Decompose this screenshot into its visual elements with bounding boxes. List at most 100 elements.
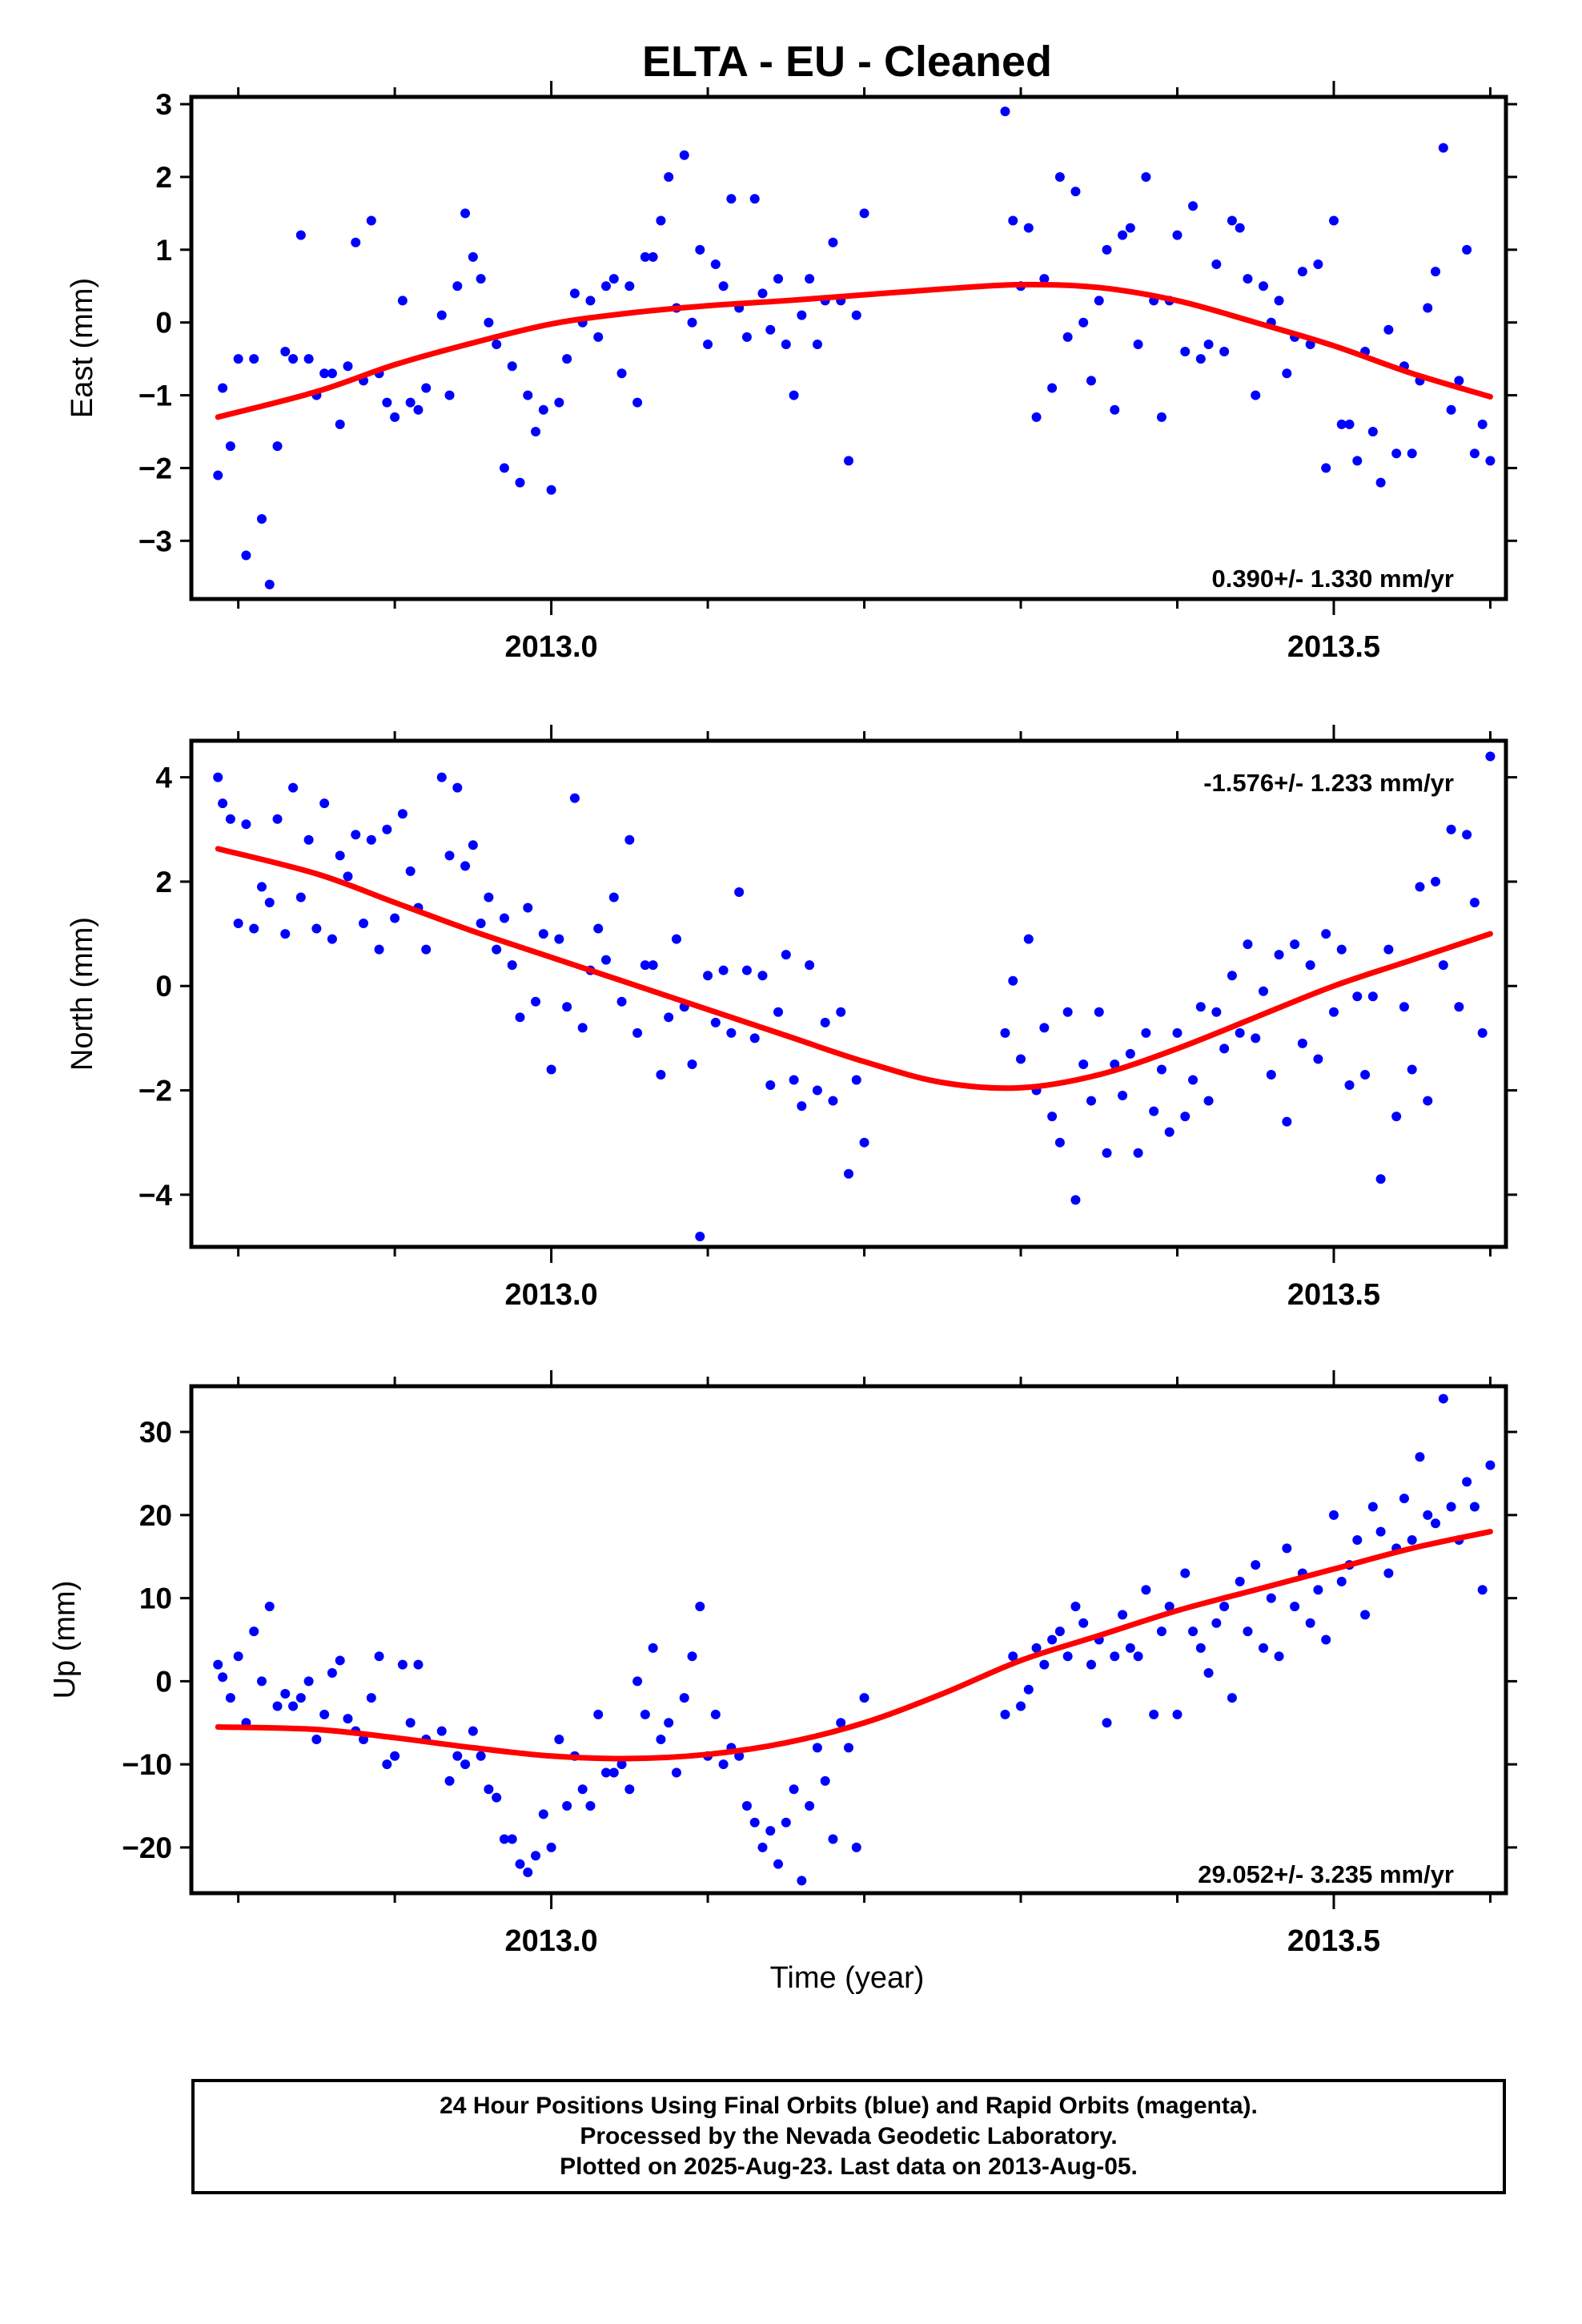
data-point [531, 1851, 541, 1861]
caption-line: 24 Hour Positions Using Final Orbits (bl… [440, 2093, 1258, 2119]
data-point [703, 339, 713, 349]
data-point [820, 1017, 830, 1027]
data-point [531, 427, 541, 436]
data-point [303, 834, 314, 845]
data-point [492, 339, 502, 349]
data-point [718, 281, 729, 292]
data-point [1078, 317, 1089, 328]
data-point [1172, 1027, 1182, 1038]
data-point [213, 1659, 223, 1670]
data-point [538, 404, 548, 415]
data-point [1462, 1477, 1472, 1487]
x-tick-label: 2013.0 [504, 630, 597, 664]
data-point [288, 354, 299, 364]
y-tick-label: −2 [139, 1075, 172, 1108]
data-point [1290, 939, 1300, 950]
data-point [1274, 296, 1284, 306]
y-tick-label: −10 [122, 1748, 172, 1781]
data-point [452, 281, 463, 292]
data-point [397, 1659, 408, 1670]
data-point [468, 840, 478, 850]
data-point [225, 814, 235, 824]
data-point [264, 579, 275, 589]
data-point [1438, 960, 1448, 971]
data-point [805, 1801, 815, 1811]
data-point [1070, 1195, 1081, 1205]
data-point [1203, 1096, 1214, 1106]
data-point [695, 1231, 705, 1241]
data-point [1282, 368, 1292, 379]
data-point [1133, 1651, 1143, 1662]
data-point [569, 288, 580, 299]
data-point [554, 1735, 564, 1745]
data-point [569, 793, 580, 803]
data-point [460, 861, 471, 871]
data-point [335, 419, 345, 429]
data-point [616, 368, 627, 379]
data-point [413, 1659, 424, 1670]
data-point [679, 150, 689, 160]
data-point [303, 354, 314, 364]
fit-line [215, 281, 1493, 420]
data-point [781, 950, 791, 960]
data-point [1102, 1718, 1112, 1728]
data-point [468, 251, 478, 262]
data-point [828, 237, 838, 247]
data-point [1054, 1626, 1065, 1637]
data-point [1227, 971, 1237, 981]
data-point [1305, 960, 1315, 971]
data-point [828, 1834, 838, 1844]
y-tick-label: 0 [155, 1665, 172, 1698]
data-point [1431, 1518, 1441, 1529]
data-point [1266, 1593, 1276, 1603]
data-point [1235, 1027, 1245, 1038]
data-point [382, 1759, 392, 1770]
y-tick-label: −3 [139, 525, 172, 557]
data-point [601, 1767, 612, 1778]
data-point [1336, 419, 1347, 429]
data-point [1391, 1112, 1402, 1122]
data-point [436, 1726, 447, 1736]
data-point [538, 929, 548, 939]
data-point [695, 244, 705, 255]
data-point [351, 830, 361, 840]
data-point [1000, 1709, 1010, 1719]
data-point [1251, 1560, 1261, 1570]
data-point [1469, 1502, 1480, 1512]
data-point [319, 798, 330, 809]
data-point [687, 1651, 697, 1662]
series-group [213, 1393, 1496, 1886]
data-point [1141, 171, 1151, 182]
data-point [1383, 944, 1394, 955]
data-point [476, 274, 486, 284]
data-point [648, 1642, 658, 1653]
data-point [280, 929, 291, 939]
data-point [1047, 383, 1058, 393]
data-point [1446, 1502, 1456, 1512]
data-point [546, 1064, 556, 1075]
plot-frame [189, 738, 1508, 1249]
data-point [1485, 751, 1496, 762]
data-point [656, 1735, 666, 1745]
data-point [781, 339, 791, 349]
data-point [413, 404, 424, 415]
data-point [319, 1709, 330, 1719]
data-point [812, 339, 822, 349]
data-point [773, 1007, 784, 1017]
data-point [1321, 929, 1331, 939]
data-point [1297, 1038, 1307, 1048]
y-tick-label: −20 [122, 1831, 172, 1864]
data-point [718, 1759, 729, 1770]
data-point [1407, 448, 1417, 459]
data-point [1383, 324, 1394, 335]
data-point [405, 866, 416, 876]
x-tick-label: 2013.0 [504, 1924, 597, 1958]
data-point [1149, 1106, 1159, 1116]
data-point [452, 1751, 463, 1761]
data-point [436, 310, 447, 320]
series-group [213, 751, 1496, 1241]
data-point [295, 230, 306, 240]
data-point [632, 397, 643, 408]
data-point [343, 871, 353, 882]
data-point [1321, 463, 1331, 473]
